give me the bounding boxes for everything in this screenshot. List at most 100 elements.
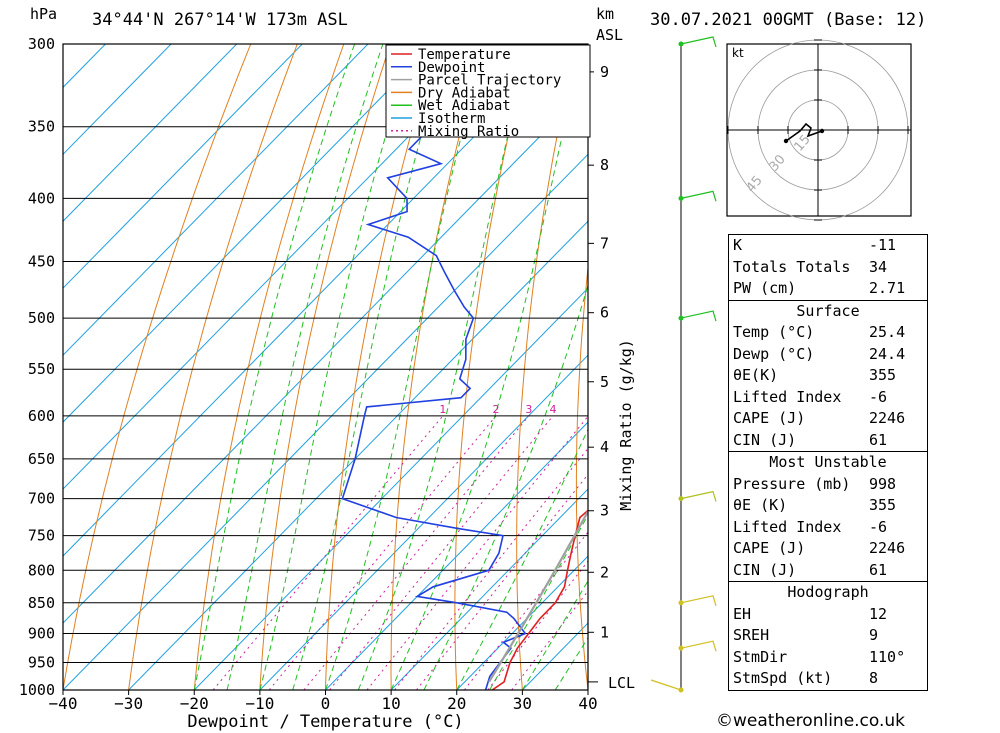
- index-row: Pressure (mb) 998: [733, 474, 897, 493]
- isotherm-line: [193, 287, 588, 690]
- pressure-tick-label: 800: [28, 561, 55, 579]
- datetime-title: 30.07.2021 00GMT (Base: 12): [650, 10, 927, 30]
- isotherm-line: [128, 220, 588, 690]
- series-line-dewpoint: [341, 44, 527, 690]
- index-row: CAPE (J) 2246: [733, 539, 906, 557]
- dry-adiabat-line: [575, 263, 588, 690]
- km-tick-label: 2: [600, 563, 609, 581]
- dry-adiabat-line: [516, 44, 577, 690]
- pressure-unit-label: hPa: [30, 5, 58, 23]
- pressure-tick-label: 750: [28, 527, 55, 545]
- index-row: StmDir 110°: [733, 647, 906, 666]
- isotherm-line: [63, 44, 566, 557]
- dry-adiabat-line: [690, 44, 719, 690]
- legend-entry: Mixing Ratio: [418, 124, 519, 140]
- wind-barb: [680, 595, 717, 606]
- index-row: CIN (J) 61: [733, 560, 888, 579]
- km-tick-label: 5: [600, 373, 609, 391]
- wet-adiabat-line: [292, 44, 448, 690]
- series-line-temperature: [491, 509, 588, 690]
- index-row: CAPE (J) 2246: [733, 409, 906, 427]
- legend-entry: Isotherm: [418, 111, 485, 127]
- mixing-ratio-label: 4: [550, 403, 557, 416]
- km-tick-label: 7: [600, 234, 609, 252]
- isotherm-line: [390, 488, 588, 690]
- km-tick-label: 8: [600, 156, 609, 174]
- x-tick-label: 20: [447, 694, 466, 713]
- wet-adiabat-line: [325, 44, 487, 690]
- mixing-ratio-line: [303, 415, 530, 690]
- legend-entry: Dry Adiabat: [418, 85, 511, 101]
- pressure-tick-label: 400: [28, 189, 55, 207]
- pressure-tick-label: 900: [28, 624, 55, 642]
- wind-barb: [680, 640, 717, 652]
- mixing-ratio-label: 3: [525, 403, 532, 416]
- x-tick-label: 0: [321, 694, 331, 713]
- pressure-tick-label: 550: [28, 360, 55, 378]
- dry-adiabat-line: [634, 44, 669, 690]
- index-row: Lifted Index -6: [733, 517, 888, 536]
- legend-entry: Dewpoint: [418, 60, 485, 76]
- km-tick-label: 1: [600, 623, 609, 641]
- km-tick-label: 3: [600, 502, 609, 520]
- km-tick-label: 6: [600, 304, 609, 322]
- mixing-ratio-line: [416, 473, 588, 690]
- index-row: Totals Totals 34: [733, 257, 888, 276]
- isotherm-line: [259, 354, 588, 690]
- index-row: EH 12: [733, 604, 888, 623]
- x-tick-label: −30: [114, 694, 143, 713]
- credit-link[interactable]: ©weatheronline.co.uk: [716, 711, 906, 731]
- isotherm-line: [63, 44, 172, 156]
- isotherm-line: [63, 44, 434, 423]
- hodograph-point: [819, 128, 825, 134]
- index-row: CIN (J) 61: [733, 430, 888, 449]
- mixing-ratio-labels: 1 2 3 4: [439, 403, 556, 416]
- isotherm-line: [456, 555, 588, 690]
- wind-barb-staff: [650, 36, 717, 693]
- x-tick-label: 40: [578, 694, 597, 713]
- pressure-tick-label: 650: [28, 450, 55, 468]
- isotherm-line: [63, 44, 500, 490]
- asl-label: ASL: [596, 26, 624, 44]
- wind-barb: [680, 490, 717, 502]
- wind-barb: [680, 310, 717, 322]
- index-row: Lifted Index -6: [733, 387, 888, 406]
- pressure-tick-label: 500: [28, 309, 55, 327]
- location-title: 34°44'N 267°14'W 173m ASL: [92, 10, 348, 30]
- surface-section: Surface Temp (°C) 25.4 Dewp (°C) 24.4 θE(K…: [729, 299, 927, 452]
- index-row: PW (cm) 2.71: [733, 279, 906, 297]
- pressure-tick-label: 450: [28, 253, 55, 271]
- isotherm-line: [63, 153, 588, 690]
- legend-entry: Parcel Trajectory: [418, 73, 561, 89]
- pressure-tick-label: 700: [28, 490, 55, 508]
- x-tick-label: −20: [180, 694, 209, 713]
- wind-barb: [680, 36, 717, 48]
- mixing-ratio-line: [268, 415, 497, 690]
- isotherm-line: [63, 44, 238, 222]
- mixing-ratio-line: [394, 447, 588, 690]
- hodograph-trace: [785, 122, 823, 142]
- dry-adiabat-line: [259, 44, 391, 690]
- hodograph-unit: kt: [732, 46, 744, 60]
- indices-top-section: K -11 Totals Totals 34 PW (cm) 2.71: [729, 235, 927, 300]
- index-row: θE(K) 355: [733, 366, 897, 384]
- wet-adiabat-line: [259, 44, 415, 690]
- mixing-ratio-line: [366, 415, 588, 690]
- pressure-tick-label: 600: [28, 407, 55, 425]
- surface-title: Surface: [796, 301, 860, 320]
- most-unstable-section: Most Unstable Pressure (mb) 998 θE (K) 355…: [729, 451, 927, 581]
- dry-adiabat-line: [995, 44, 1000, 690]
- dry-adiabat-line: [193, 44, 345, 690]
- legend-entry: Temperature: [418, 47, 511, 63]
- index-row: K -11: [733, 236, 897, 254]
- index-row: Dewp (°C) 24.4: [733, 344, 906, 363]
- wind-barb: [680, 190, 717, 202]
- x-axis-label: Dewpoint / Temperature (°C): [187, 712, 463, 732]
- isotherm-line: [63, 44, 303, 289]
- legend-entry: Wet Adiabat: [418, 98, 511, 114]
- isotherm-line: [63, 44, 369, 356]
- pressure-tick-label: 850: [28, 594, 55, 612]
- hodograph-title: Hodograph: [787, 583, 869, 601]
